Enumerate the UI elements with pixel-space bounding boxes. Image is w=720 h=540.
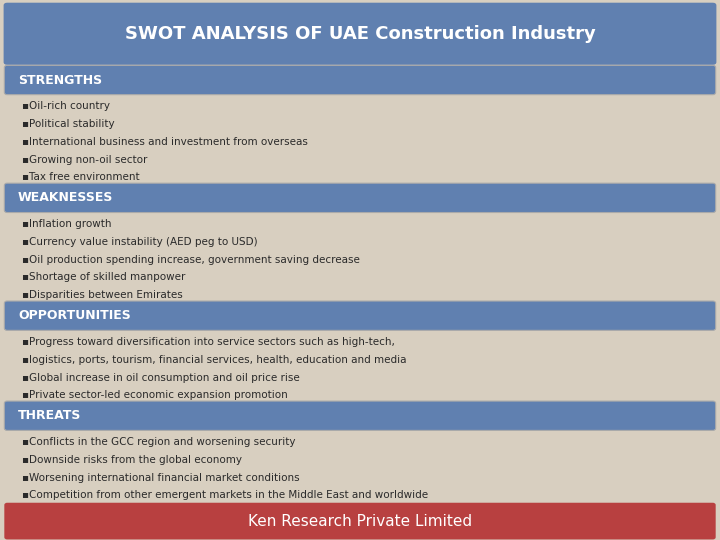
FancyBboxPatch shape bbox=[4, 401, 716, 430]
Text: ▪Tax free environment: ▪Tax free environment bbox=[22, 172, 139, 183]
Text: WEAKNESSES: WEAKNESSES bbox=[18, 191, 113, 204]
Text: ▪Conflicts in the GCC region and worsening security: ▪Conflicts in the GCC region and worseni… bbox=[22, 437, 295, 447]
Text: ▪Disparities between Emirates: ▪Disparities between Emirates bbox=[22, 291, 182, 300]
FancyBboxPatch shape bbox=[4, 301, 716, 330]
Text: ▪Oil production spending increase, government saving decrease: ▪Oil production spending increase, gover… bbox=[22, 255, 359, 265]
Text: ▪Political stability: ▪Political stability bbox=[22, 119, 114, 129]
Text: ▪Progress toward diversification into service sectors such as high-tech,: ▪Progress toward diversification into se… bbox=[22, 337, 395, 347]
Text: ▪Currency value instability (AED peg to USD): ▪Currency value instability (AED peg to … bbox=[22, 237, 257, 247]
Text: ▪International business and investment from overseas: ▪International business and investment f… bbox=[22, 137, 307, 147]
Text: ▪Competition from other emergent markets in the Middle East and worldwide: ▪Competition from other emergent markets… bbox=[22, 490, 428, 501]
Text: ▪Global increase in oil consumption and oil price rise: ▪Global increase in oil consumption and … bbox=[22, 373, 300, 382]
FancyBboxPatch shape bbox=[4, 183, 716, 213]
Text: SWOT ANALYSIS OF UAE Construction Industry: SWOT ANALYSIS OF UAE Construction Indust… bbox=[125, 25, 595, 43]
FancyBboxPatch shape bbox=[4, 3, 716, 65]
FancyBboxPatch shape bbox=[4, 503, 716, 539]
Text: ▪Private sector-led economic expansion promotion: ▪Private sector-led economic expansion p… bbox=[22, 390, 287, 400]
Text: OPPORTUNITIES: OPPORTUNITIES bbox=[18, 309, 131, 322]
Text: ▪Worsening international financial market conditions: ▪Worsening international financial marke… bbox=[22, 472, 300, 483]
Text: ▪Shortage of skilled manpower: ▪Shortage of skilled manpower bbox=[22, 273, 185, 282]
Text: ▪Growing non-oil sector: ▪Growing non-oil sector bbox=[22, 154, 147, 165]
FancyBboxPatch shape bbox=[4, 65, 716, 94]
Text: STRENGTHS: STRENGTHS bbox=[18, 73, 102, 86]
Text: ▪Downside risks from the global economy: ▪Downside risks from the global economy bbox=[22, 455, 242, 465]
Text: THREATS: THREATS bbox=[18, 409, 81, 422]
Text: ▪Inflation growth: ▪Inflation growth bbox=[22, 219, 111, 229]
Text: Ken Research Private Limited: Ken Research Private Limited bbox=[248, 514, 472, 529]
Text: ▪logistics, ports, tourism, financial services, health, education and media: ▪logistics, ports, tourism, financial se… bbox=[22, 355, 406, 365]
Text: ▪Oil-rich country: ▪Oil-rich country bbox=[22, 101, 109, 111]
